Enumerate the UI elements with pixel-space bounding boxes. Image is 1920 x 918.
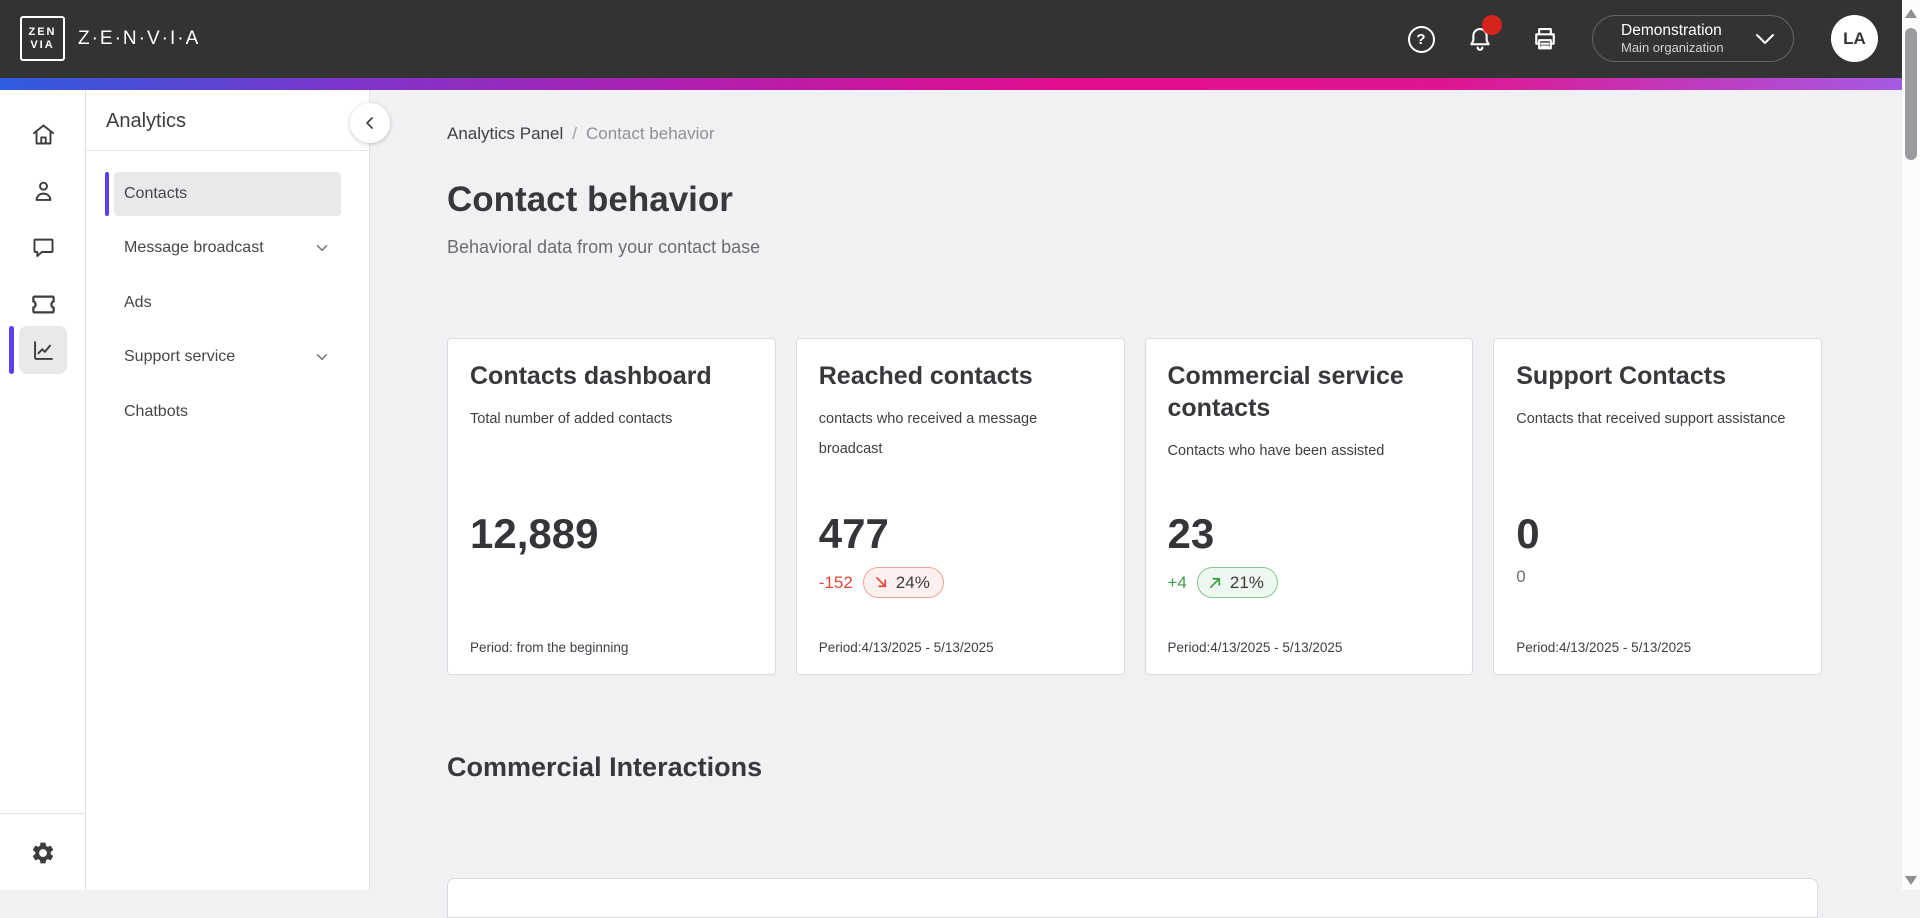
chevron-left-icon — [366, 117, 373, 129]
brand-name: Z·E·N·V·I·A — [78, 28, 201, 49]
delta-value: 0 — [1516, 567, 1526, 586]
sidebar-divider — [86, 150, 370, 151]
chevron-down-icon — [1756, 34, 1774, 44]
sidebar-item-label: Support service — [124, 348, 236, 365]
breadcrumb: Analytics Panel / Contact behavior — [447, 124, 715, 144]
card-period: Period:4/13/2025 - 5/13/2025 — [1516, 640, 1692, 655]
main-content: Analytics Panel / Contact behavior Conta… — [370, 90, 1902, 918]
chevron-down-icon — [316, 354, 328, 360]
nav-rail-item-contacts[interactable] — [19, 167, 67, 215]
logo-text-bottom: VIA — [30, 38, 55, 51]
sidebar-item-message-broadcast[interactable]: Message broadcast — [114, 226, 341, 270]
organization-name: Demonstration — [1621, 22, 1722, 39]
trend-badge: 21% — [1196, 567, 1278, 598]
card-description: Total number of added contacts — [470, 411, 673, 427]
scrollbar-up-arrow[interactable] — [1905, 9, 1917, 18]
card-delta-row: -152 24% — [819, 567, 944, 598]
delta-value: -152 — [818, 572, 853, 592]
nav-rail-item-home[interactable] — [19, 110, 67, 158]
commercial-interactions-card — [447, 878, 1818, 918]
logo-text-top: ZEN — [28, 25, 57, 38]
scrollbar-down-arrow[interactable] — [1905, 876, 1917, 885]
sidebar-item-label: Contacts — [124, 185, 188, 202]
sidebar-title: Analytics — [106, 110, 187, 132]
scrollbar-thumb[interactable] — [1905, 28, 1917, 160]
analytics-sidebar: Analytics Contacts Message broadcast Ads… — [86, 90, 390, 890]
notification-badge — [1482, 15, 1502, 35]
card-title: Contacts dashboard — [470, 362, 712, 390]
badge-percent: 21% — [1229, 572, 1264, 592]
notifications-button[interactable] — [1462, 15, 1502, 57]
card-title: Support Contacts — [1516, 362, 1726, 390]
card-value: 477 — [818, 510, 889, 557]
scrollbar[interactable] — [1902, 0, 1920, 890]
card-title: Reached contacts — [818, 362, 1033, 390]
card-period: Period:4/13/2025 - 5/13/2025 — [818, 640, 994, 655]
user-avatar[interactable]: LA — [1831, 15, 1878, 62]
ticket-icon — [31, 295, 55, 313]
card-description: Contacts who have been assisted — [1167, 443, 1385, 459]
card-delta-row: 0 — [1516, 567, 1525, 587]
card-value: 23 — [1167, 510, 1215, 557]
card-contacts-dashboard: Contacts dashboard Total number of added… — [447, 338, 776, 675]
nav-rail-item-tickets[interactable] — [19, 280, 67, 328]
nav-rail-item-analytics[interactable] — [19, 326, 67, 374]
trend-down-icon — [875, 576, 886, 588]
print-icon — [1535, 28, 1555, 50]
breadcrumb-separator: / — [572, 124, 577, 143]
section-title-commercial-interactions: Commercial Interactions — [447, 752, 763, 782]
sidebar-item-contacts[interactable]: Contacts — [114, 172, 341, 216]
help-button[interactable]: ? — [1403, 21, 1439, 57]
badge-percent: 24% — [895, 572, 930, 592]
card-description: contacts who received a message broadcas… — [818, 411, 1038, 457]
zenvia-logo-icon[interactable]: ZEN VIA — [20, 16, 65, 61]
help-icon: ? — [1407, 25, 1435, 53]
delta-value: +4 — [1167, 572, 1187, 592]
sidebar-item-label: Ads — [124, 294, 152, 311]
settings-gear-icon — [32, 842, 54, 864]
nav-rail-item-settings[interactable] — [19, 829, 67, 877]
analytics-icon — [33, 340, 53, 360]
nav-rail-item-conversations[interactable] — [19, 223, 67, 271]
brand-gradient-bar — [0, 78, 1902, 90]
card-period: Period: from the beginning — [470, 640, 629, 655]
card-commercial-service-contacts: Commercial service contacts Contacts who… — [1144, 338, 1474, 675]
breadcrumb-current: Contact behavior — [585, 124, 715, 143]
page-subtitle: Behavioral data from your contact base — [447, 237, 761, 257]
nav-rail — [0, 90, 86, 890]
print-button[interactable] — [1527, 21, 1563, 57]
conversations-icon — [33, 238, 53, 257]
home-icon — [32, 124, 54, 144]
card-period: Period:4/13/2025 - 5/13/2025 — [1167, 640, 1343, 655]
active-nav-indicator — [9, 326, 14, 374]
kpi-cards-row: Contacts dashboard Total number of added… — [447, 338, 1822, 675]
top-bar: ZEN VIA Z·E·N·V·I·A ? Demonstration Main… — [0, 0, 1902, 78]
card-value: 12,889 — [470, 510, 599, 557]
sidebar-item-support-service[interactable]: Support service — [114, 335, 341, 379]
trend-badge: 24% — [862, 567, 944, 598]
card-value: 0 — [1516, 510, 1540, 557]
card-title: Commercial service contacts — [1167, 362, 1404, 422]
sidebar-item-label: Message broadcast — [124, 239, 264, 256]
card-delta-row: +4 21% — [1168, 567, 1278, 598]
card-support-contacts: Support Contacts Contacts that received … — [1493, 338, 1822, 675]
card-reached-contacts: Reached contacts contacts who received a… — [795, 338, 1125, 675]
organization-switcher[interactable]: Demonstration Main organization — [1592, 15, 1794, 62]
sidebar-item-chatbots[interactable]: Chatbots — [114, 390, 341, 434]
trend-up-icon — [1209, 577, 1220, 589]
card-description: Contacts that received support assistanc… — [1516, 411, 1786, 427]
chevron-down-icon — [316, 245, 328, 251]
organization-label: Main organization — [1621, 40, 1724, 55]
rail-divider — [0, 813, 86, 814]
sidebar-item-label: Chatbots — [124, 403, 189, 420]
active-menu-indicator — [105, 172, 109, 216]
page-title: Contact behavior — [447, 180, 733, 219]
collapse-sidebar-button[interactable] — [350, 103, 390, 143]
sidebar-item-ads[interactable]: Ads — [114, 281, 341, 325]
contacts-icon — [35, 181, 51, 201]
breadcrumb-analytics-panel[interactable]: Analytics Panel — [447, 124, 564, 143]
